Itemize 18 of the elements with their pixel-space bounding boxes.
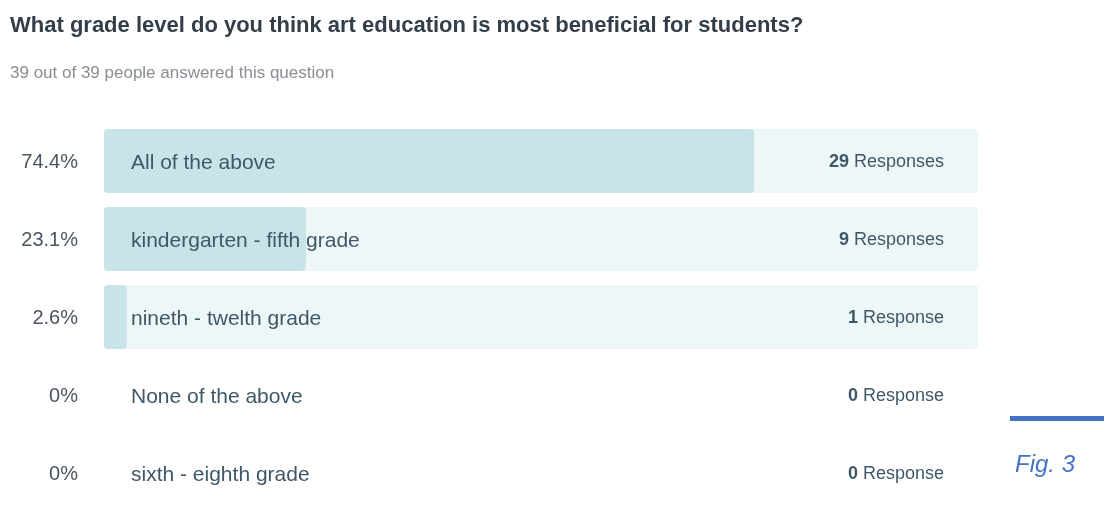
data-label: 0%: [49, 384, 79, 406]
chart-title: What grade level do you think art education is most beneficial for students?: [10, 12, 804, 38]
data-label: 2.6%: [32, 306, 79, 328]
y-tick-label: nineth - twelth grade: [131, 305, 322, 329]
y-tick-label: sixth - eighth grade: [131, 461, 310, 485]
annotation: 0 Response: [847, 385, 944, 405]
annotation: 29 Responses: [828, 151, 944, 171]
chart-subtitle: 39 out of 39 people answered this question: [10, 63, 335, 83]
caption: Fig. 3: [1015, 450, 1076, 478]
y-tick-label: All of the above: [131, 149, 276, 173]
data-label: 0%: [49, 462, 79, 484]
y-tick-label: None of the above: [131, 383, 303, 407]
annotation: 1 Response: [847, 307, 944, 327]
y-tick-label: kindergarten - fifth grade: [131, 227, 360, 251]
annotation: 9 Responses: [838, 229, 944, 249]
data-label: 74.4%: [21, 150, 79, 172]
annotation: 0 Response: [847, 463, 944, 483]
data-label: 23.1%: [21, 228, 79, 250]
